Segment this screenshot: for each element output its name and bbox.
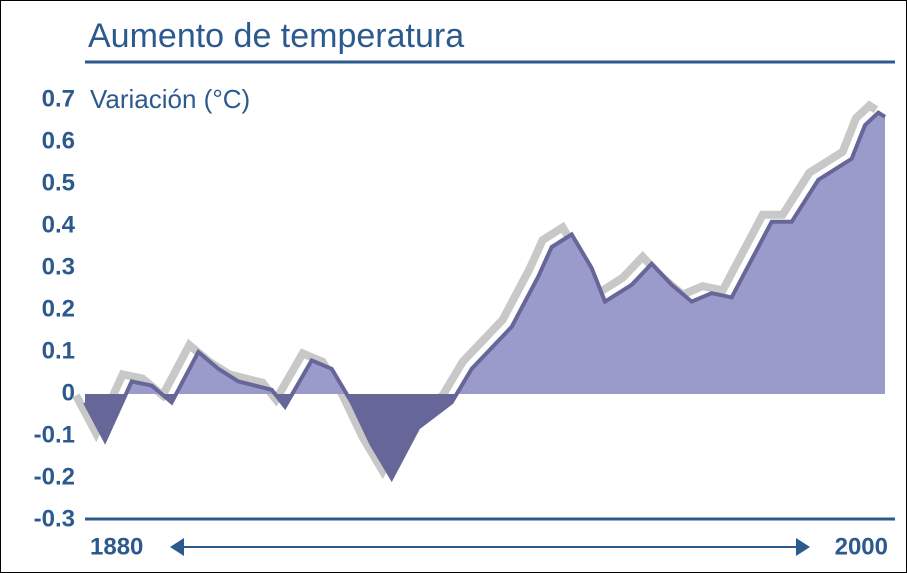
y-tick-label: 0 — [62, 379, 75, 406]
y-tick-label: -0.2 — [34, 463, 75, 490]
x-tick-label: 2000 — [835, 533, 888, 560]
y-tick-label: 0.2 — [42, 295, 75, 322]
y-tick-label: -0.1 — [34, 421, 75, 448]
y-tick-label: -0.3 — [34, 505, 75, 532]
y-tick-label: 0.5 — [42, 169, 75, 196]
arrow-head — [796, 538, 810, 556]
chart-title: Aumento de temperatura — [88, 17, 464, 55]
y-tick-label: 0.1 — [42, 337, 75, 364]
arrow-head — [170, 538, 184, 556]
y-tick-label: 0.4 — [42, 211, 76, 238]
area-line — [83, 110, 887, 483]
y-axis-label: Variación (°C) — [90, 84, 250, 114]
y-tick-label: 0.7 — [42, 85, 75, 112]
y-tick-label: 0.6 — [42, 127, 75, 154]
area-positive — [85, 112, 885, 394]
x-tick-label: 1880 — [90, 533, 143, 560]
y-tick-label: 0.3 — [42, 253, 75, 280]
